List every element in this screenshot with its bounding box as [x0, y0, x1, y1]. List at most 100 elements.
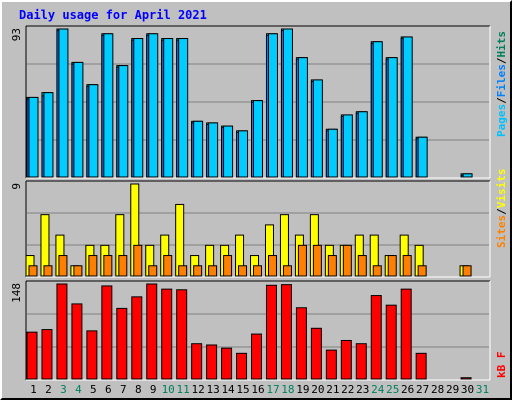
day-tick-label: 30 — [461, 383, 474, 396]
sites-bar — [28, 265, 38, 277]
day-tick-label: 17 — [266, 383, 279, 396]
day-tick-label: 9 — [150, 383, 157, 396]
kbytes-bar — [460, 377, 472, 380]
middle-max-label: 9 — [10, 183, 23, 190]
sites-bar — [387, 255, 397, 277]
kbytes-bar — [340, 339, 352, 380]
sites-bar — [342, 244, 352, 277]
kbytes-bar — [191, 343, 203, 380]
pages-bar — [163, 38, 174, 178]
sites-bar — [103, 255, 113, 277]
day-tick-label: 21 — [326, 383, 339, 396]
kbytes-bar — [71, 303, 83, 380]
day-tick-label: 16 — [251, 383, 264, 396]
day-tick-label: 22 — [341, 383, 354, 396]
kbytes-bar — [251, 333, 263, 380]
sites-bar — [327, 255, 337, 277]
kbytes-bar — [280, 284, 292, 380]
day-tick-label: 24 — [371, 383, 385, 396]
pages-bar — [238, 130, 249, 178]
sites-bar — [43, 265, 53, 277]
sites-bar — [178, 265, 188, 277]
day-tick-label: 18 — [281, 383, 294, 396]
sites-bar — [357, 255, 367, 277]
pages-bar — [342, 114, 353, 178]
kbytes-bar — [325, 349, 337, 380]
day-tick-label: 29 — [446, 383, 459, 396]
kbytes-bar — [41, 329, 53, 380]
bottom-legend: kB F — [495, 352, 508, 379]
pages-bar — [297, 57, 308, 178]
sites-bar — [223, 255, 233, 277]
pages-bar — [208, 122, 219, 178]
pages-bar — [267, 33, 278, 178]
chart-title: Daily usage for April 2021 — [19, 8, 207, 22]
top-max-label: 93 — [10, 28, 23, 41]
pages-bar — [28, 96, 39, 178]
sites-bar — [238, 265, 248, 277]
sites-bar — [372, 265, 382, 277]
bottom-max-label: 148 — [10, 283, 23, 303]
sites-bar — [462, 265, 472, 277]
bottom-legend-part: kB F — [495, 352, 508, 379]
top-legend-part: / — [495, 57, 508, 64]
sites-bar — [118, 255, 128, 277]
kbytes-bar — [400, 288, 412, 380]
sites-bar — [402, 255, 412, 277]
top-legend-part: Hits — [495, 31, 508, 58]
sites-bar — [148, 265, 158, 277]
day-tick-label: 15 — [236, 383, 249, 396]
day-tick-label: 12 — [192, 383, 205, 396]
pages-bar — [73, 61, 84, 178]
day-tick-label: 11 — [177, 383, 190, 396]
pages-bar — [88, 84, 99, 178]
sites-bar — [312, 244, 322, 277]
sites-bar — [193, 265, 203, 277]
day-tick-label: 19 — [296, 383, 309, 396]
day-tick-label: 13 — [206, 383, 219, 396]
pages-bar — [193, 120, 204, 178]
pages-bar — [402, 36, 413, 178]
pages-bar — [118, 65, 129, 178]
pages-bar — [282, 28, 293, 178]
day-tick-label: 1 — [30, 383, 37, 396]
pages-bar — [327, 128, 338, 178]
day-tick-label: 7 — [120, 383, 127, 396]
day-tick-label: 2 — [45, 383, 52, 396]
pages-bar — [58, 28, 69, 178]
top-legend: Pages/Files/Hits — [495, 31, 508, 137]
pages-bar — [43, 92, 54, 178]
day-tick-label: 26 — [401, 383, 414, 396]
pages-bar — [462, 173, 473, 178]
kbytes-bar — [236, 352, 248, 380]
middle-legend-part: / — [495, 208, 508, 215]
top-legend-part: Pages — [495, 104, 508, 137]
top-legend-part: / — [495, 97, 508, 104]
kbytes-bar — [310, 327, 322, 380]
sites-bar — [133, 244, 143, 277]
pages-bar — [253, 100, 264, 178]
sites-bar — [73, 265, 83, 277]
kbytes-bar — [131, 296, 143, 380]
pages-bar — [178, 38, 189, 178]
kbytes-bar — [355, 343, 367, 380]
kbytes-bar — [161, 288, 173, 380]
sites-bar — [282, 265, 292, 277]
kbytes-bar — [370, 295, 382, 380]
middle-legend: Sites/Visits — [495, 169, 508, 249]
day-tick-label: 20 — [311, 383, 324, 396]
kbytes-bar — [176, 289, 188, 380]
day-tick-label: 14 — [221, 383, 235, 396]
kbytes-bar — [295, 307, 307, 380]
sites-bar — [297, 244, 307, 277]
kbytes-bar — [265, 284, 277, 380]
kbytes-bar — [26, 331, 38, 380]
sites-bar — [417, 265, 427, 277]
day-tick-label: 10 — [162, 383, 175, 396]
pages-bar — [357, 111, 368, 178]
day-tick-label: 27 — [416, 383, 429, 396]
sites-bar — [267, 255, 277, 277]
kbytes-bar — [415, 352, 427, 380]
kbytes-bar — [221, 347, 233, 380]
